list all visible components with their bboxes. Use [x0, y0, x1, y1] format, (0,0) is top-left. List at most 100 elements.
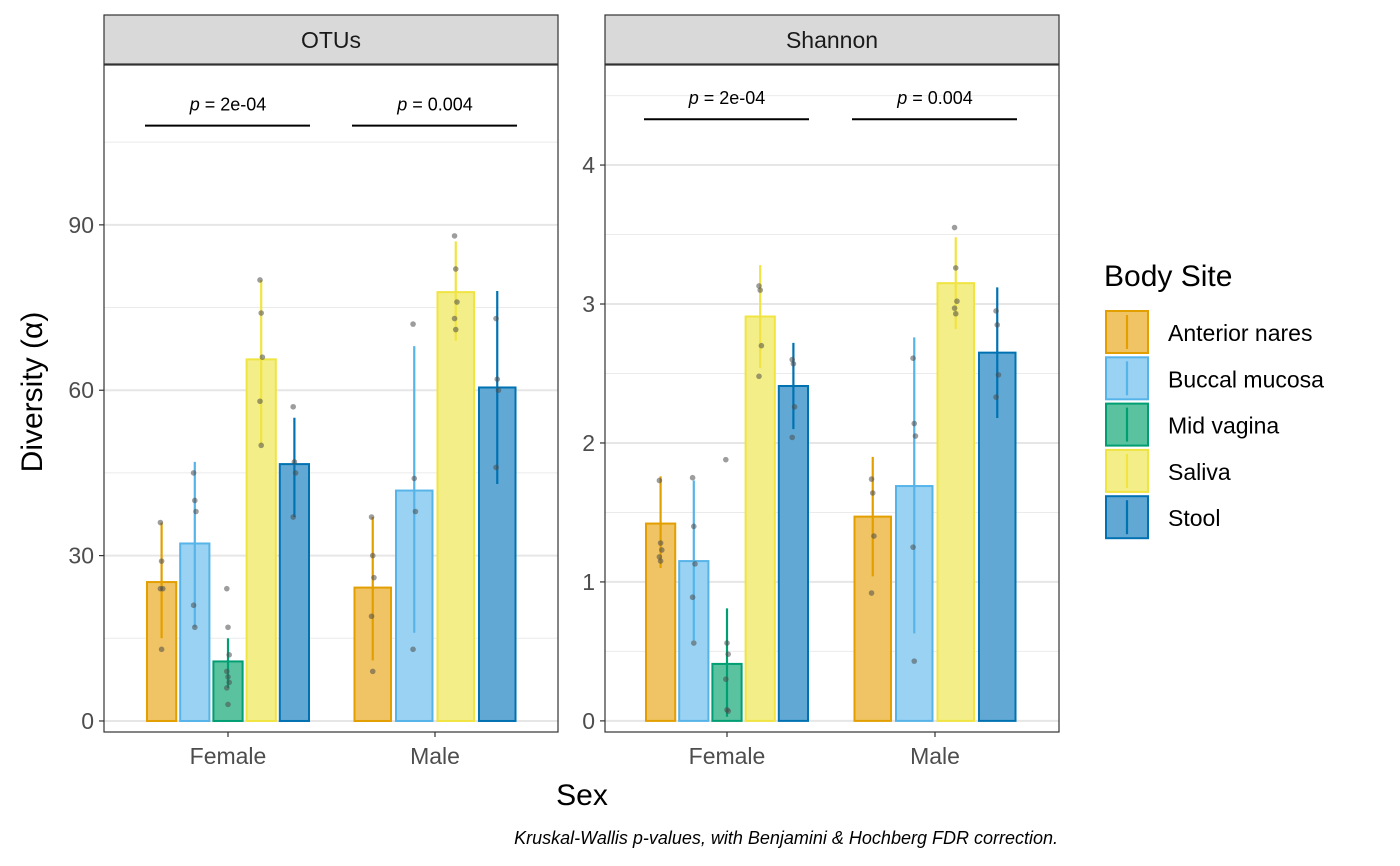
data-point: [224, 685, 230, 691]
data-point: [692, 561, 698, 567]
pvalue-label: p = 2e-04: [688, 88, 766, 108]
data-point: [224, 668, 230, 675]
panel-shannon: Shannon p = 2e-04 p = 0.004 0 1 2 3 4 Female Male: [582, 14, 1060, 769]
data-point: [756, 373, 762, 380]
data-point: [258, 442, 265, 449]
data-point: [290, 403, 297, 410]
data-point: [192, 624, 198, 631]
y-tick-label: 4: [582, 152, 595, 178]
y-tick-label: 3: [582, 291, 595, 317]
data-point: [454, 299, 460, 305]
y-tick-label: 2: [582, 430, 595, 456]
legend-label: Buccal mucosa: [1168, 366, 1324, 392]
data-point: [790, 360, 797, 367]
data-point: [691, 523, 697, 530]
y-tick-label: 90: [68, 212, 94, 238]
data-point: [369, 552, 376, 559]
data-point: [952, 265, 959, 271]
data-point: [452, 326, 459, 333]
data-point: [758, 342, 765, 349]
data-point: [225, 624, 231, 631]
data-point: [757, 287, 763, 293]
data-point: [157, 585, 164, 592]
data-point: [493, 315, 499, 322]
data-point: [224, 585, 230, 592]
data-point: [871, 533, 877, 539]
data-point: [158, 558, 165, 564]
data-point: [225, 701, 231, 708]
caption: Kruskal-Wallis p-values, with Benjamini …: [514, 828, 1058, 848]
data-point: [410, 646, 416, 653]
pvalue-label: p = 0.004: [896, 88, 973, 108]
data-point: [452, 266, 459, 272]
data-point: [257, 277, 263, 283]
data-point: [725, 651, 731, 657]
data-point: [412, 508, 419, 515]
data-point: [368, 613, 375, 620]
pvalue-label: p = 0.004: [396, 95, 473, 115]
y-tick-label: 0: [81, 708, 94, 734]
y-axis-title: Diversity (α): [16, 312, 49, 473]
data-point: [493, 464, 499, 471]
x-tick-label: Male: [910, 743, 960, 769]
data-point: [868, 476, 875, 482]
data-point: [226, 679, 232, 686]
x-tick-label: Female: [689, 743, 766, 769]
pvalue-label: p = 2e-04: [189, 95, 267, 115]
data-point: [912, 433, 919, 439]
data-point: [495, 387, 502, 394]
data-point: [451, 233, 458, 239]
facet-strip: [604, 14, 1060, 65]
legend-label: Mid vagina: [1168, 413, 1279, 439]
legend: Body Site Anterior nares Buccal mucosa Mid…: [1104, 260, 1324, 540]
y-tick-label: 60: [68, 377, 94, 403]
data-point: [993, 308, 999, 314]
legend-label: Anterior nares: [1168, 320, 1312, 346]
data-point: [193, 508, 199, 515]
data-point: [368, 514, 375, 520]
data-point: [868, 590, 875, 596]
data-point: [952, 310, 959, 317]
data-point: [724, 640, 730, 646]
legend-label: Saliva: [1168, 459, 1231, 485]
data-point: [226, 652, 232, 658]
data-point: [910, 355, 916, 362]
data-point: [910, 544, 916, 550]
data-point: [723, 456, 729, 463]
data-point: [290, 514, 297, 520]
data-point: [911, 420, 918, 427]
panels: OTUs p = 2e-04 p = 0.004 0 30 60 90 Female Male S…: [68, 14, 1060, 769]
data-point: [691, 640, 697, 646]
panel-border: [604, 64, 1060, 733]
data-point: [259, 354, 266, 360]
y-tick-label: 30: [68, 543, 94, 569]
data-point: [369, 668, 376, 675]
data-point: [225, 674, 231, 680]
data-point: [954, 298, 960, 305]
data-point: [371, 574, 377, 581]
data-point: [951, 224, 958, 231]
x-axis-title: Sex: [556, 779, 608, 812]
data-point: [656, 477, 663, 484]
legend-item: Stool: [1105, 495, 1220, 540]
legend-item: Buccal mucosa: [1105, 356, 1324, 401]
data-point: [291, 459, 298, 465]
data-point: [410, 321, 416, 327]
data-point: [723, 676, 729, 682]
data-point: [994, 322, 1001, 328]
data-point: [292, 470, 299, 476]
legend-item: Mid vagina: [1105, 402, 1279, 447]
facet-strip: [103, 14, 559, 65]
x-tick-label: Male: [410, 743, 460, 769]
data-point: [869, 490, 876, 496]
facet-strip-label: Shannon: [786, 27, 878, 53]
y-tick-label: 1: [582, 569, 595, 595]
data-point: [411, 475, 418, 482]
data-point: [657, 558, 664, 564]
data-point: [192, 497, 198, 504]
data-point: [791, 404, 798, 410]
data-point: [657, 540, 664, 546]
data-point: [789, 434, 795, 441]
facet-strip-label: OTUs: [301, 27, 361, 53]
